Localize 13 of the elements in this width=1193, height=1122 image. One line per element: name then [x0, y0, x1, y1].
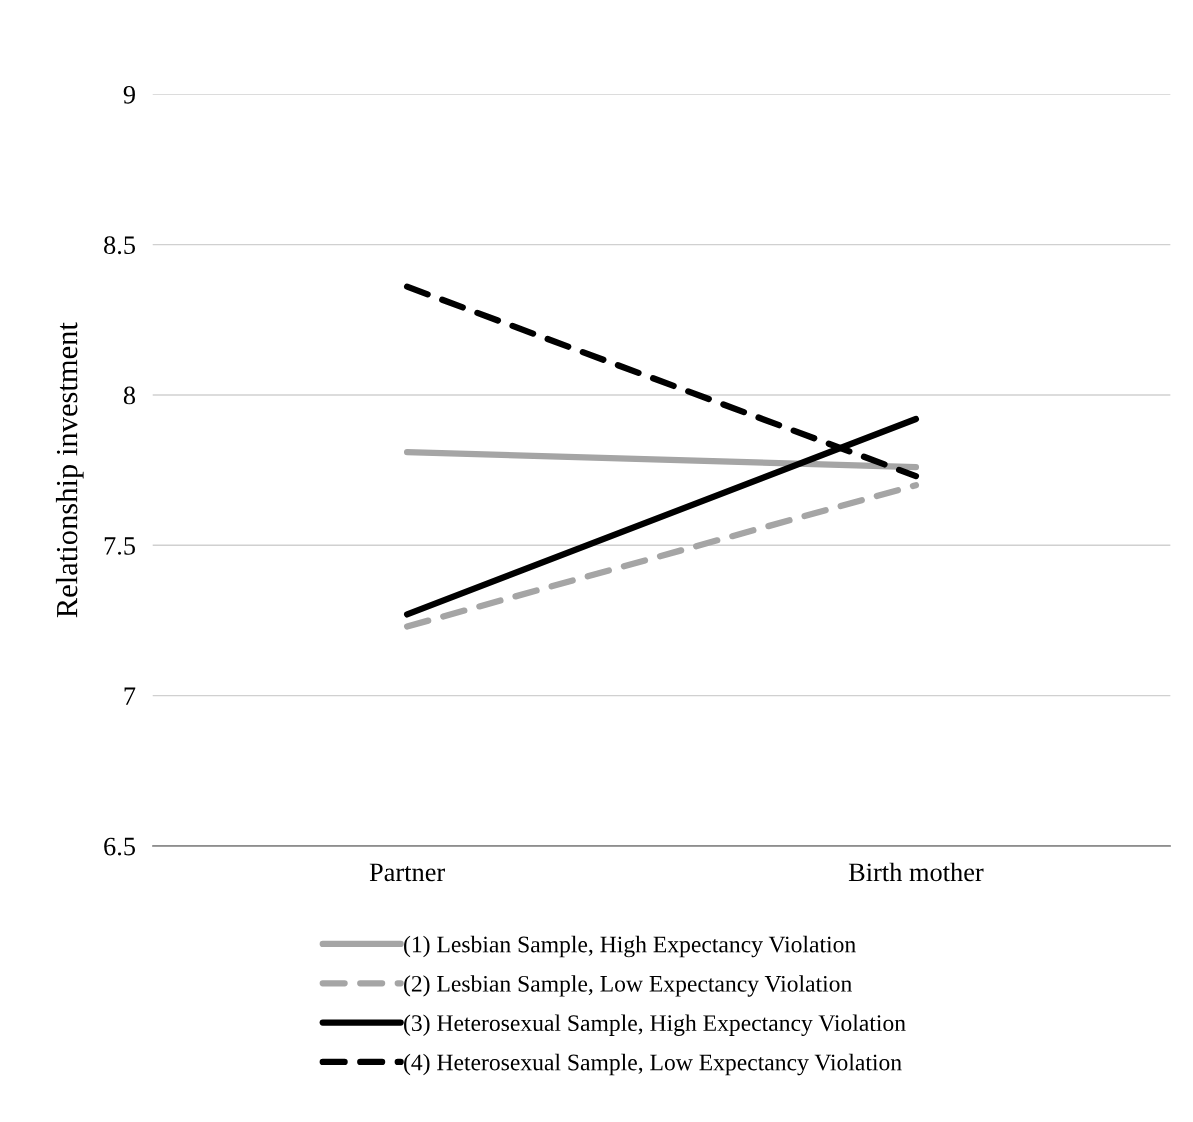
x-tick-label: Partner [369, 863, 445, 882]
legend-label: (1) Lesbian Sample, High Expectancy Violation [404, 935, 856, 958]
x-tick-label: Birth mother [848, 862, 984, 882]
legend-label: (3) Heterosexual Sample, High Expectancy Violation [404, 1014, 906, 1036]
y-tick-label: 6.5 [104, 837, 136, 856]
legend-label: (4) Heterosexual Sample, Low Expectancy Violation [404, 1053, 902, 1076]
legend-label: (2) Lesbian Sample, Low Expectancy Violation [404, 975, 852, 997]
y-tick-label: 7 [124, 687, 136, 705]
y-tick-label: 7.5 [104, 537, 136, 555]
y-tick-label: 9 [123, 85, 135, 104]
y-tick-label: 8 [123, 386, 136, 405]
y-axis-title: Relationship investment [55, 322, 84, 618]
y-tick-label: 8.5 [104, 236, 136, 255]
